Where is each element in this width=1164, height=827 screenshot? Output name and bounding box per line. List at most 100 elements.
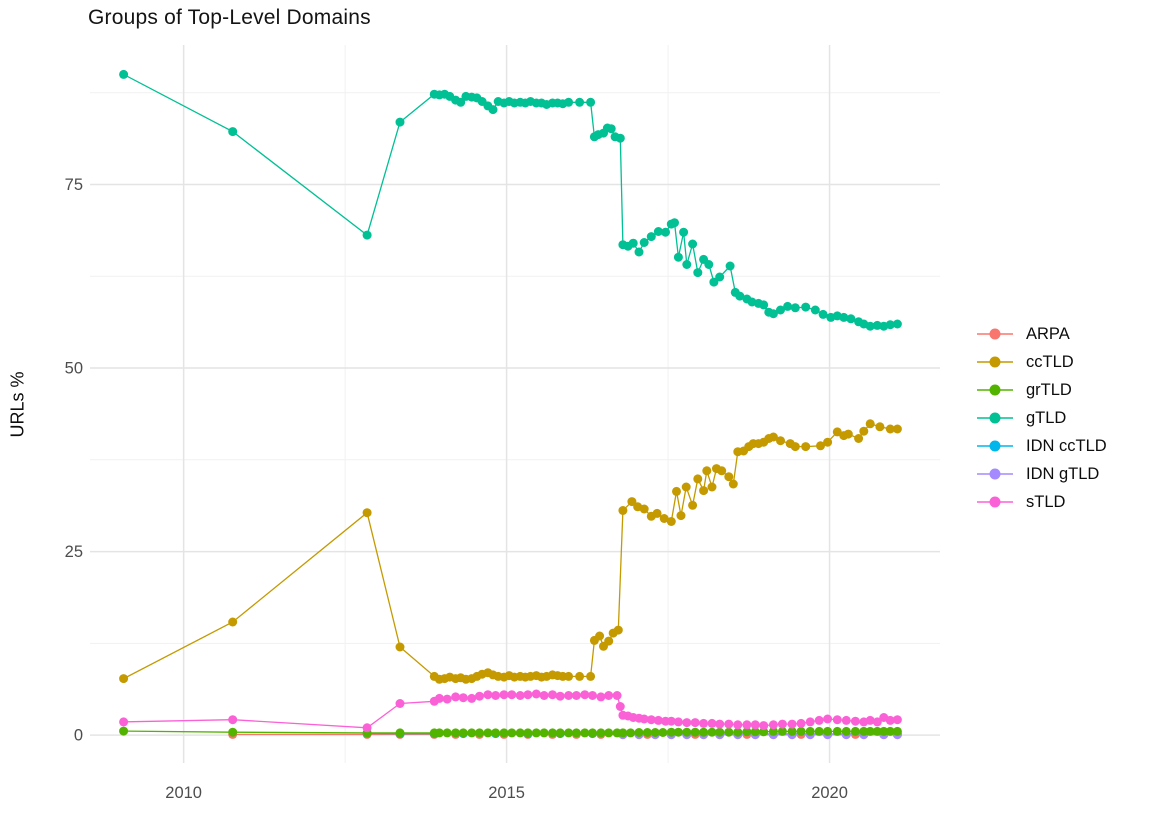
series-gTLD [119,69,902,331]
data-point [715,719,725,729]
data-point [580,690,590,700]
data-point [571,691,581,700]
data-point [395,728,405,738]
data-point [715,727,725,737]
y-axis-title: URLs % [7,371,28,438]
data-point [892,319,902,329]
data-point [790,303,800,313]
data-point [865,726,875,736]
data-point [724,472,734,482]
data-point [575,97,585,107]
data-point [865,419,875,429]
data-point [777,726,787,736]
data-point [575,671,585,681]
x-axis-tick-labels: 2010 2015 2020 [165,784,848,802]
data-point [814,715,824,725]
data-point [768,726,778,736]
data-point [682,260,692,269]
data-point [650,728,660,737]
data-point [885,424,895,434]
data-point [653,227,663,236]
data-point [733,727,743,737]
data-point [783,301,793,311]
data-point [673,727,683,737]
data-point [395,642,405,652]
data-point [735,291,745,301]
data-point [885,726,895,736]
data-point [451,728,461,738]
legend-item-ccTLD: ccTLD [976,348,1107,376]
data-point [690,727,700,737]
data-point [586,97,596,107]
data-point [661,227,670,237]
legend-key-icon [977,440,1013,452]
data-point [475,691,484,701]
data-point [839,312,849,322]
data-point [548,690,557,700]
data-point [670,218,679,228]
data-point [456,97,466,107]
data-point [676,511,686,521]
data-point [499,728,509,738]
data-point [759,721,769,731]
legend-label: sTLD [1026,492,1066,511]
data-point [362,230,372,240]
legend-item-sTLD: sTLD [976,488,1107,516]
data-point [759,300,769,310]
data-point [823,726,833,736]
data-point [475,728,484,738]
data-point [768,432,778,442]
data-point [854,434,864,443]
data-point [885,715,895,725]
data-point [742,727,752,737]
data-point [823,437,833,447]
x-tick-label: 2020 [811,784,848,802]
data-point [395,699,405,708]
data-point [673,252,683,262]
data-point [119,674,129,684]
data-point [673,717,683,727]
data-point [119,717,129,727]
legend-label: grTLD [1026,380,1072,399]
legend-item-ARPA: ARPA [976,320,1107,348]
data-point [707,718,717,728]
y-tick-label: 75 [65,176,83,194]
data-point [682,718,692,728]
data-point [750,727,760,737]
data-point [742,720,752,730]
legend-label: IDN gTLD [1026,464,1100,483]
data-point [615,133,625,143]
legend-label: ARPA [1026,324,1070,343]
series-line [123,73,898,327]
data-point [488,105,498,115]
legend-item-IDN-gTLD: IDN gTLD [976,460,1107,488]
data-point [119,69,129,79]
data-point [639,504,649,514]
data-point [571,728,581,738]
legend: ARPA ccTLD grTLD gTLD IDN ccTLD IDN gTLD sTLD [976,320,1107,516]
data-point [724,719,734,729]
data-point [699,727,709,737]
data-point [615,702,625,711]
data-point [814,726,824,736]
data-point [832,726,842,736]
data-point [442,728,452,738]
x-tick-label: 2015 [488,784,525,802]
data-point [588,691,597,700]
data-point [228,715,238,725]
grid-minor [90,45,940,763]
data-point [846,314,856,324]
data-point [604,636,614,646]
data-point [507,728,517,738]
data-point [790,442,800,452]
data-point [434,693,444,703]
data-point [652,508,662,518]
data-point [818,309,828,319]
data-point [850,726,860,736]
data-point [604,728,614,738]
data-point [539,728,549,738]
legend-key-icon [977,468,1013,480]
data-point [728,479,738,489]
data-point [442,694,452,704]
